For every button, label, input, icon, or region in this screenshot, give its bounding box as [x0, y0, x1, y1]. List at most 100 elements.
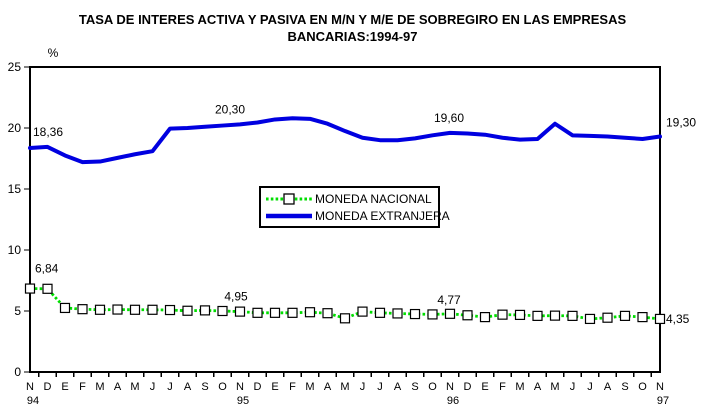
month-label: M — [550, 381, 559, 393]
month-label: M — [340, 381, 349, 393]
marker-moneda-nacional — [77, 304, 88, 315]
data-label: 20,30 — [215, 102, 245, 116]
series-line-moneda-extranjera — [28, 116, 662, 165]
y-tick-label: 20 — [8, 121, 22, 135]
month-label: F — [289, 381, 296, 393]
month-label: N — [236, 381, 244, 393]
marker-moneda-nacional — [479, 312, 491, 323]
marker-moneda-nacional — [287, 307, 298, 318]
month-label: J — [167, 381, 173, 393]
month-label: E — [271, 381, 278, 393]
legend-label-moneda-extranjera: MONEDA EXTRANJERA — [315, 208, 450, 223]
marker-moneda-nacional — [514, 309, 526, 321]
month-label: A — [604, 381, 612, 393]
marker-moneda-nacional — [59, 302, 71, 314]
marker-moneda-nacional — [304, 307, 316, 318]
data-label: 19,30 — [666, 116, 696, 130]
data-label: 4,77 — [437, 293, 461, 307]
month-label: D — [254, 381, 262, 393]
month-label: O — [218, 381, 227, 393]
marker-moneda-nacional — [654, 313, 666, 325]
marker-moneda-nacional — [182, 305, 193, 316]
month-label: A — [394, 381, 402, 393]
marker-moneda-nacional — [409, 308, 421, 320]
month-label: A — [114, 381, 122, 393]
month-label: M — [515, 381, 524, 393]
marker-moneda-nacional — [217, 305, 228, 317]
marker-moneda-nacional — [619, 310, 631, 321]
month-label: A — [324, 381, 332, 393]
month-label: M — [130, 381, 139, 393]
marker-moneda-nacional — [357, 306, 368, 317]
marker-moneda-nacional — [567, 310, 578, 321]
y-tick-label: 10 — [8, 243, 22, 257]
month-label: S — [201, 381, 208, 393]
month-label: N — [446, 381, 454, 393]
month-label: J — [150, 381, 156, 393]
y-tick-label: 25 — [8, 60, 22, 74]
legend-swatch-extranjera-icon — [266, 213, 312, 218]
month-label: J — [377, 381, 383, 393]
month-label: J — [570, 381, 576, 393]
data-label: 4,95 — [224, 290, 248, 304]
month-label: N — [656, 381, 664, 393]
month-label: A — [534, 381, 542, 393]
data-label: 19,60 — [434, 111, 464, 125]
marker-moneda-nacional — [322, 308, 333, 319]
month-label: F — [79, 381, 86, 393]
chart-title-line2: BANCARIAS:1994-97 — [287, 29, 418, 44]
marker-moneda-nacional — [42, 283, 53, 294]
month-label: N — [26, 381, 34, 393]
month-label: D — [44, 381, 52, 393]
data-label: 6,84 — [35, 262, 59, 276]
marker-moneda-nacional — [252, 307, 263, 318]
y-tick-label: 5 — [14, 304, 21, 318]
marker-moneda-nacional — [374, 307, 386, 318]
month-label: E — [481, 381, 488, 393]
year-label: 97 — [657, 395, 669, 407]
marker-moneda-nacional — [549, 310, 561, 321]
month-label: A — [184, 381, 192, 393]
marker-moneda-nacional — [497, 309, 508, 320]
marker-moneda-nacional — [462, 310, 473, 321]
legend-item-moneda-nacional: MONEDA NACIONAL — [265, 190, 434, 207]
year-label: 94 — [27, 395, 39, 407]
marker-moneda-nacional — [112, 304, 123, 315]
marker-moneda-nacional — [199, 305, 211, 316]
y-tick-label: 0 — [14, 365, 21, 379]
year-label: 96 — [447, 395, 459, 407]
marker-moneda-nacional — [427, 309, 438, 320]
y-tick-label: 15 — [8, 182, 22, 196]
y-axis-unit-label: % — [48, 46, 59, 60]
marker-moneda-nacional — [147, 304, 158, 315]
month-label: O — [428, 381, 437, 393]
marker-moneda-nacional — [164, 304, 176, 316]
data-label: 4,35 — [666, 312, 690, 326]
data-label: 18,36 — [33, 125, 63, 139]
marker-moneda-nacional — [444, 308, 456, 319]
marker-moneda-nacional — [234, 306, 246, 317]
marker-moneda-nacional — [129, 304, 141, 315]
month-label: D — [464, 381, 472, 393]
month-label: E — [61, 381, 68, 393]
marker-moneda-nacional — [392, 308, 403, 319]
legend: MONEDA NACIONAL MONEDA EXTRANJERA — [259, 186, 450, 228]
month-label: M — [95, 381, 104, 393]
marker-moneda-nacional — [532, 310, 543, 321]
month-label: O — [638, 381, 647, 393]
marker-moneda-nacional — [269, 307, 281, 318]
marker-moneda-nacional — [602, 312, 613, 323]
chart-title-line1: TASA DE INTERES ACTIVA Y PASIVA EN M/N Y… — [78, 12, 627, 27]
legend-label-moneda-nacional: MONEDA NACIONAL — [315, 191, 432, 206]
month-label: F — [499, 381, 506, 393]
marker-moneda-nacional — [94, 304, 106, 315]
month-label: S — [411, 381, 418, 393]
month-label: M — [305, 381, 314, 393]
year-label: 95 — [237, 395, 249, 407]
marker-moneda-nacional — [24, 283, 36, 294]
month-label: J — [587, 381, 593, 393]
marker-moneda-nacional — [584, 313, 596, 325]
marker-moneda-nacional — [339, 313, 351, 324]
